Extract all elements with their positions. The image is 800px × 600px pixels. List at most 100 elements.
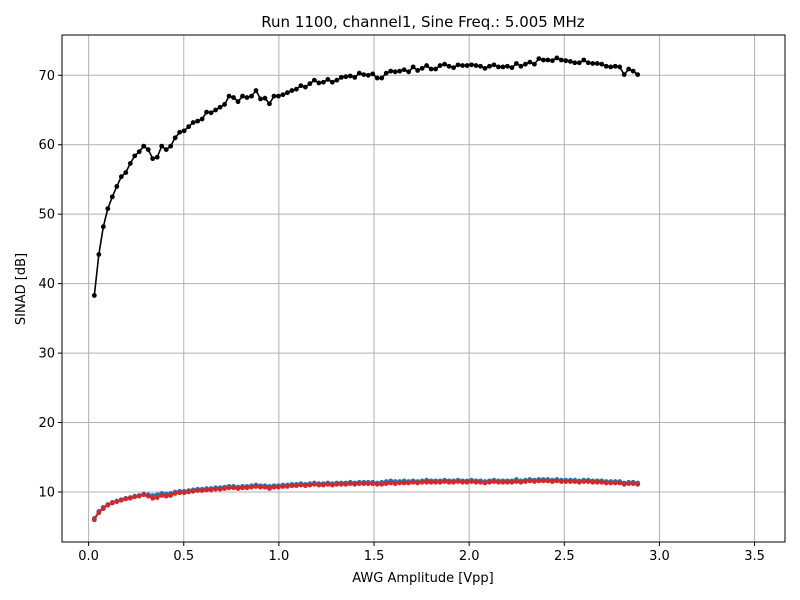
data-point — [370, 481, 376, 487]
data-point — [276, 93, 281, 99]
data-point — [392, 69, 398, 75]
data-point — [231, 485, 236, 491]
data-point — [208, 487, 214, 493]
data-point — [603, 480, 609, 486]
data-point — [518, 479, 524, 485]
data-point — [235, 486, 241, 491]
data-point — [132, 153, 138, 159]
data-point — [114, 499, 120, 505]
data-point — [401, 480, 407, 486]
data-point — [419, 479, 425, 485]
data-point — [320, 482, 326, 488]
x-tick-label: 2.0 — [459, 549, 480, 564]
data-point — [204, 109, 210, 115]
data-point — [150, 156, 156, 162]
data-point — [302, 483, 308, 489]
data-point — [258, 484, 263, 490]
data-point — [307, 81, 313, 87]
x-tick-label: 3.5 — [744, 549, 765, 564]
data-point — [388, 480, 394, 486]
data-point — [545, 57, 551, 63]
data-point — [473, 63, 479, 68]
y-tick-label: 10 — [38, 485, 55, 500]
data-point — [244, 485, 250, 491]
data-point — [540, 478, 546, 484]
data-point — [630, 68, 636, 74]
data-point — [523, 61, 528, 67]
data-point — [437, 63, 443, 68]
data-point — [365, 72, 371, 78]
data-point — [127, 495, 133, 501]
data-point — [195, 488, 201, 494]
data-point — [603, 63, 609, 69]
data-point — [100, 506, 106, 512]
data-point — [123, 170, 129, 175]
data-point — [500, 479, 506, 485]
data-point — [523, 479, 528, 484]
data-point — [226, 485, 232, 491]
data-point — [204, 487, 210, 493]
data-point — [213, 107, 218, 113]
data-point — [136, 149, 142, 155]
data-point — [338, 74, 344, 80]
data-point — [621, 72, 627, 77]
data-point — [302, 84, 308, 90]
x-tick-label: 1.0 — [269, 549, 290, 564]
data-point — [231, 95, 236, 100]
data-point — [316, 482, 322, 488]
data-point — [446, 479, 452, 485]
data-point — [105, 502, 111, 508]
data-point — [280, 484, 286, 489]
y-tick-label: 20 — [38, 416, 55, 431]
data-point — [334, 481, 340, 487]
data-point — [549, 479, 555, 484]
data-point — [150, 495, 156, 501]
data-point — [558, 57, 564, 63]
data-point — [424, 63, 430, 68]
data-point — [478, 479, 483, 485]
data-point — [626, 481, 632, 487]
data-point — [406, 69, 412, 75]
data-point — [460, 63, 465, 68]
data-point — [410, 64, 416, 70]
data-point — [531, 61, 537, 67]
data-point — [271, 484, 277, 490]
data-point — [379, 75, 385, 81]
data-point — [451, 479, 456, 485]
data-point — [141, 492, 147, 498]
data-point — [496, 64, 501, 70]
data-point — [487, 63, 492, 69]
data-point — [244, 95, 250, 100]
data-point — [271, 93, 277, 99]
data-point — [145, 147, 151, 153]
data-point — [388, 68, 394, 74]
data-point — [599, 479, 605, 485]
x-tick-label: 3.0 — [649, 549, 670, 564]
data-point — [136, 493, 142, 499]
data-point — [514, 479, 519, 484]
data-point — [181, 128, 187, 134]
data-point — [141, 143, 147, 149]
data-point — [576, 60, 582, 66]
data-point — [177, 129, 183, 135]
data-point — [428, 479, 434, 485]
data-point — [325, 77, 331, 82]
data-point — [464, 63, 470, 68]
data-point — [558, 479, 564, 484]
data-point — [383, 481, 389, 487]
data-point — [195, 118, 201, 124]
data-point — [612, 480, 618, 486]
ticks: 0.0 0.5 1.0 1.5 2.0 2.5 3.0 3.5 10 20 30 40 50 60 70 — [38, 69, 764, 564]
data-point — [509, 479, 515, 485]
data-point — [397, 68, 403, 74]
data-point — [572, 60, 578, 66]
data-point — [294, 483, 299, 489]
data-point — [576, 479, 582, 485]
data-point — [496, 479, 501, 485]
data-point — [105, 206, 111, 212]
data-point — [446, 63, 452, 69]
data-point — [91, 517, 97, 523]
x-tick-label: 2.5 — [554, 549, 575, 564]
data-point — [109, 500, 115, 506]
